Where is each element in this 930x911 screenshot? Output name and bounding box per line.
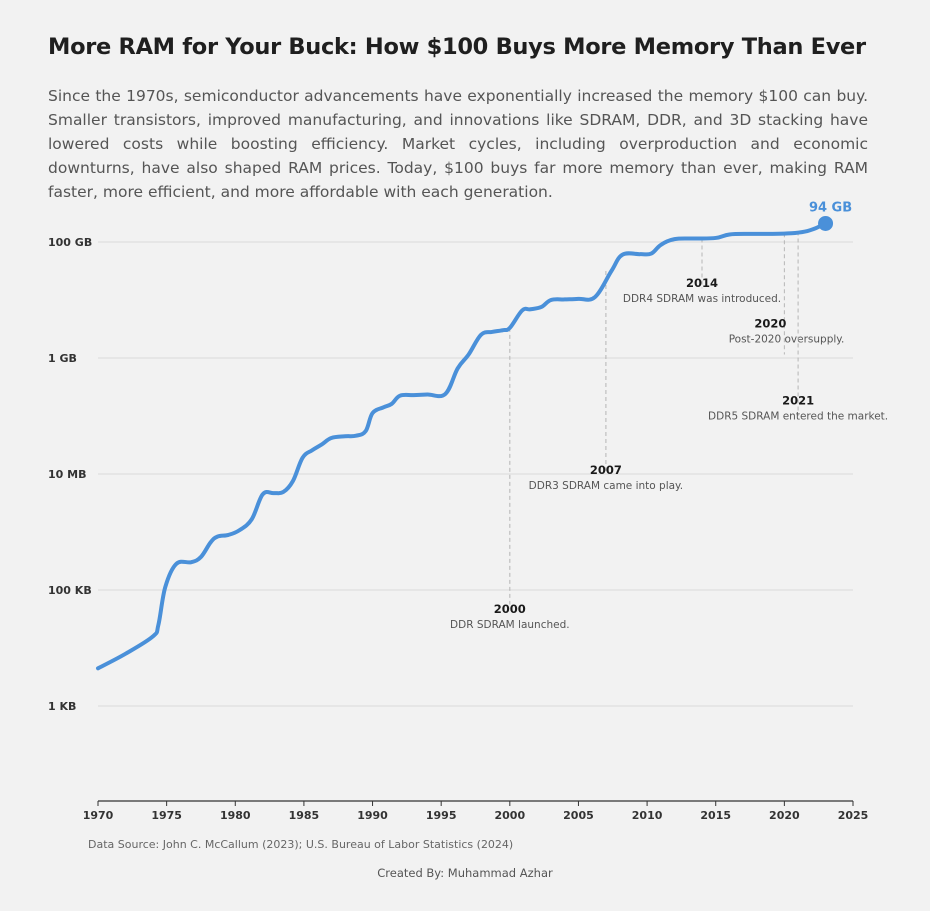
x-tick-label: 1980 (220, 809, 251, 822)
annotation-year: 2020 (754, 316, 786, 330)
annotation-year: 2000 (494, 602, 526, 616)
x-tick-label: 1995 (426, 809, 457, 822)
chart-subtitle: Since the 1970s, semiconductor advanceme… (48, 87, 868, 201)
x-tick-label: 1975 (151, 809, 182, 822)
annotations: 2000 DDR SDRAM launched. 2007 DDR3 SDRAM ca… (450, 231, 888, 631)
grid (98, 241, 853, 707)
x-tick-label: 2020 (769, 809, 800, 822)
annotation-text: DDR5 SDRAM entered the market. (708, 410, 888, 422)
x-tick-label: 2015 (700, 809, 731, 822)
annotation-year: 2014 (686, 276, 718, 290)
x-tick-label: 1985 (289, 809, 320, 822)
annotation-year: 2021 (782, 393, 814, 407)
series-layer: 94 GB (96, 200, 852, 671)
y-tick-label: 1 GB (48, 352, 77, 365)
x-tick-label: 2000 (495, 809, 526, 822)
end-point-marker (818, 215, 834, 231)
y-tick-label: 1 KB (48, 700, 76, 713)
x-tick-label: 2010 (632, 809, 663, 822)
x-tick-label: 1970 (83, 809, 114, 822)
series-line (96, 221, 828, 671)
data-source: Data Source: John C. McCallum (2023); U.… (88, 838, 514, 851)
chart-title: More RAM for Your Buck: How $100 Buys Mo… (48, 34, 866, 60)
annotation-text: DDR4 SDRAM was introduced. (623, 293, 781, 305)
x-tick-label: 2025 (838, 809, 869, 822)
end-point-label: 94 GB (809, 200, 852, 215)
y-tick-label: 100 KB (48, 584, 92, 597)
y-tick-label: 100 GB (48, 236, 92, 249)
annotation-text: DDR3 SDRAM came into play. (529, 480, 683, 492)
annotation-text: Post-2020 oversupply. (729, 333, 845, 345)
x-tick-label: 2005 (563, 809, 594, 822)
x-tick-label: 1990 (357, 809, 388, 822)
axes: 100 GB 1 GB 10 MB 100 KB 1 KB 1970 1975 1980 198… (48, 236, 868, 822)
annotation-year: 2007 (590, 463, 622, 477)
y-tick-label: 10 MB (48, 468, 86, 481)
annotation-text: DDR SDRAM launched. (450, 619, 570, 631)
credit: Created By: Muhammad Azhar (377, 866, 553, 880)
